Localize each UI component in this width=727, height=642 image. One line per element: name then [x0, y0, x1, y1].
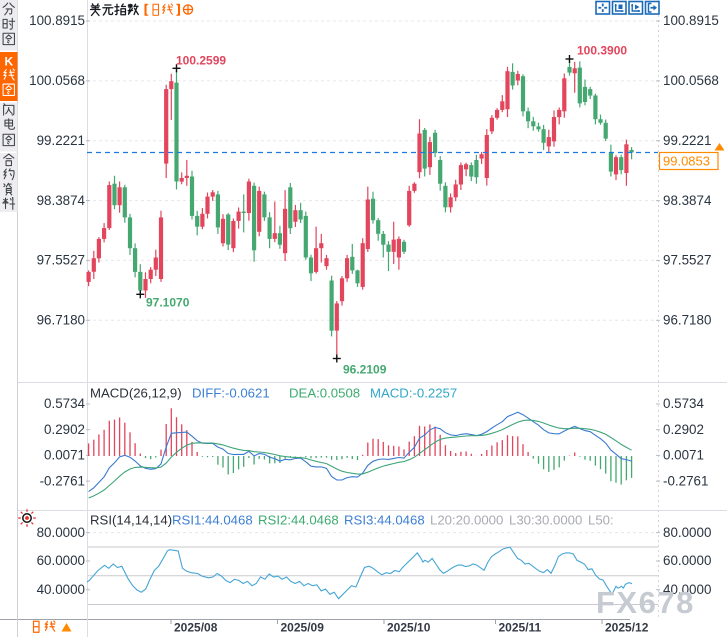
svg-text:FX678: FX678 — [596, 585, 695, 620]
svg-text:97.1070: 97.1070 — [146, 296, 190, 310]
svg-text:40.0000: 40.0000 — [37, 582, 85, 597]
svg-text:97.5527: 97.5527 — [37, 253, 85, 268]
svg-text:60.0000: 60.0000 — [663, 553, 711, 568]
svg-text:L20:20.0000: L20:20.0000 — [430, 513, 503, 528]
svg-text:RSI1:44.0468: RSI1:44.0468 — [172, 513, 253, 528]
svg-text:-0.2761: -0.2761 — [663, 473, 708, 488]
svg-text:K: K — [4, 55, 13, 69]
svg-text:0.0071: 0.0071 — [663, 448, 704, 463]
svg-text:MACD:-0.2257: MACD:-0.2257 — [370, 386, 457, 401]
svg-text:98.3874: 98.3874 — [663, 193, 712, 208]
svg-text:DEA:0.0508: DEA:0.0508 — [289, 386, 360, 401]
svg-text:100.8915: 100.8915 — [29, 13, 85, 28]
svg-text:96.7180: 96.7180 — [663, 313, 711, 328]
svg-text:RSI2:44.0468: RSI2:44.0468 — [258, 513, 339, 528]
svg-text:96.7180: 96.7180 — [37, 313, 85, 328]
svg-text:0.2902: 0.2902 — [663, 422, 704, 437]
svg-text:100.2599: 100.2599 — [176, 54, 226, 68]
svg-text:100.0568: 100.0568 — [29, 73, 85, 88]
svg-text:RSI(14,14,14): RSI(14,14,14) — [90, 513, 172, 528]
svg-text:40.0000: 40.0000 — [663, 582, 711, 597]
svg-text:99.2221: 99.2221 — [37, 133, 85, 148]
svg-text:0.2902: 0.2902 — [44, 422, 85, 437]
svg-text:2025/08: 2025/08 — [174, 621, 218, 635]
svg-text:-0.2761: -0.2761 — [40, 473, 85, 488]
svg-text:L30:30.0000: L30:30.0000 — [509, 513, 582, 528]
svg-text:100.0568: 100.0568 — [663, 73, 719, 88]
svg-text:98.3874: 98.3874 — [37, 193, 86, 208]
svg-text:L50:: L50: — [588, 513, 614, 528]
svg-text:2025/09: 2025/09 — [281, 621, 325, 635]
svg-text:MACD(26,12,9): MACD(26,12,9) — [90, 386, 182, 401]
svg-text:2025/12: 2025/12 — [605, 621, 649, 635]
svg-text:99.2221: 99.2221 — [663, 133, 711, 148]
svg-text:DIFF:-0.0621: DIFF:-0.0621 — [192, 386, 270, 401]
svg-text:2025/10: 2025/10 — [387, 621, 431, 635]
svg-text:96.2109: 96.2109 — [343, 363, 387, 377]
svg-text:97.5527: 97.5527 — [663, 253, 711, 268]
svg-text:80.0000: 80.0000 — [663, 525, 711, 540]
svg-text:100.8915: 100.8915 — [663, 13, 719, 28]
svg-text:0.5734: 0.5734 — [663, 396, 705, 411]
svg-text:80.0000: 80.0000 — [37, 525, 85, 540]
svg-text:0.0071: 0.0071 — [44, 448, 85, 463]
svg-text:0.5734: 0.5734 — [44, 396, 86, 411]
svg-text:2025/11: 2025/11 — [499, 621, 542, 635]
svg-text:99.0853: 99.0853 — [663, 154, 710, 169]
svg-text:RSI3:44.0468: RSI3:44.0468 — [344, 513, 425, 528]
svg-text:100.3900: 100.3900 — [577, 44, 627, 58]
svg-text:60.0000: 60.0000 — [37, 553, 85, 568]
